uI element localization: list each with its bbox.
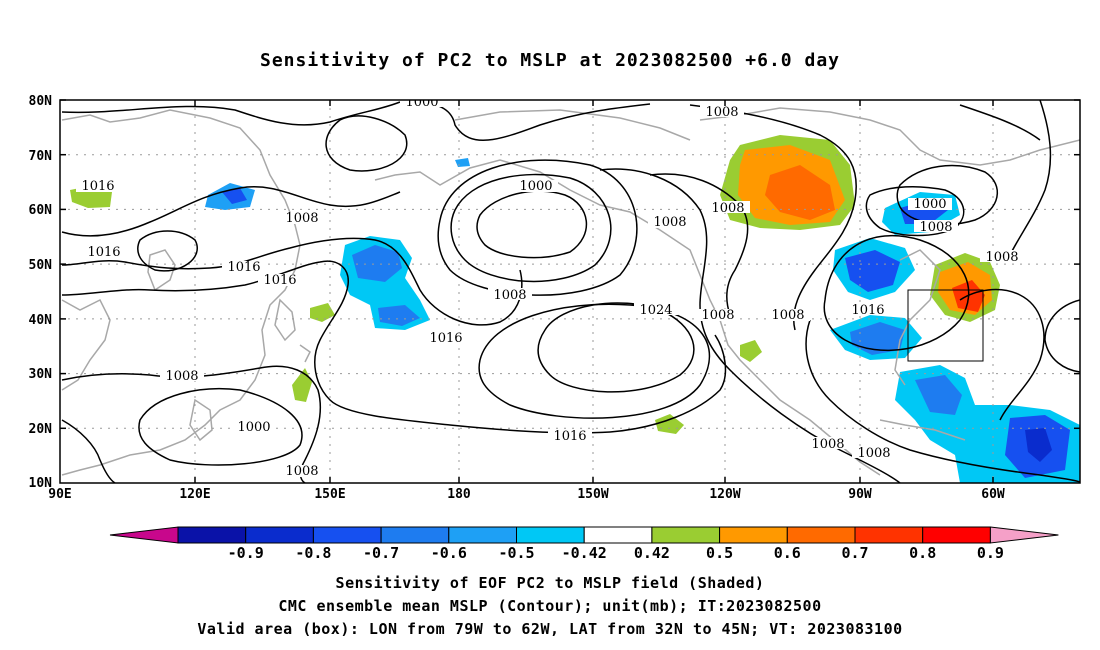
- colorbar-label: 0.42: [634, 544, 670, 562]
- contour-label: 1008: [165, 369, 198, 384]
- x-tick-label: 90W: [848, 487, 872, 502]
- shade-negative-asia-core: [222, 188, 247, 204]
- contour-label: 1016: [81, 179, 114, 194]
- colorbar-swatch: [245, 526, 314, 544]
- contour-label: 1016: [553, 429, 586, 444]
- y-tick-labels: 80N 70N 60N 50N 40N 30N 20N 10N: [29, 94, 53, 491]
- colorbar-label: -0.7: [363, 544, 399, 562]
- colorbar-label: -0.42: [562, 544, 607, 562]
- contour-label: 1008: [701, 308, 734, 323]
- caption-line-1: Sensitivity of EOF PC2 to MSLP field (Sh…: [335, 574, 765, 592]
- shade-negative-atlantic-deep: [1025, 428, 1052, 462]
- shade-positive-japan: [310, 303, 335, 322]
- contour-label: 1008: [919, 220, 952, 235]
- shade-negative-kuril-south: [378, 305, 420, 326]
- contour-label: 1000: [913, 197, 946, 212]
- contour-label: 1008: [653, 215, 686, 230]
- colorbar-swatch: [651, 526, 721, 544]
- axis-ticks: [60, 99, 1080, 483]
- contour-label: 1008: [711, 201, 744, 216]
- colorbar-label: -0.9: [228, 544, 264, 562]
- plot-area: 1000 1016 1008 1016 1016 1016 1000 1008 …: [60, 95, 1080, 483]
- shade-positive-pacific: [655, 414, 684, 434]
- contour-label: 1024: [639, 303, 672, 318]
- contour-label: 1008: [285, 464, 318, 479]
- mslp-contours: [61, 100, 1080, 483]
- colorbar-swatch: [177, 526, 247, 544]
- contour-labels: 1000 1016 1008 1016 1016 1016 1000 1008 …: [76, 95, 1024, 479]
- shade-negative-caribbean-core: [915, 375, 962, 415]
- coastlines: [61, 107, 1080, 476]
- contour-label: 1008: [493, 288, 526, 303]
- contour-label: 1008: [811, 437, 844, 452]
- caption-line-2: CMC ensemble mean MSLP (Contour); unit(m…: [278, 597, 822, 615]
- shade-negative-us-east-core: [850, 322, 905, 355]
- colorbar: -0.9 -0.8 -0.7 -0.6 -0.5 -0.42 0.42 0.5 0.6 0.7 0.…: [109, 526, 1059, 562]
- y-tick-label: 10N: [29, 476, 53, 491]
- x-tick-label: 120W: [709, 487, 740, 502]
- map-title: Sensitivity of PC2 to MSLP at 2023082500…: [259, 50, 840, 71]
- contour-label: 1008: [985, 250, 1018, 265]
- contour-label: 1016: [87, 245, 120, 260]
- colorbar-label: -0.6: [431, 544, 467, 562]
- colorbar-swatch: [583, 526, 653, 544]
- shade-negative-kuril-core: [352, 245, 402, 282]
- colorbar-label: 0.8: [909, 544, 936, 562]
- contour-label: 1008: [771, 308, 804, 323]
- y-tick-label: 70N: [29, 149, 53, 164]
- colorbar-swatch: [922, 526, 991, 544]
- colorbar-label: 0.9: [977, 544, 1004, 562]
- colorbar-swatch: [312, 526, 382, 544]
- y-tick-label: 60N: [29, 203, 53, 218]
- contour-label: 1016: [263, 273, 296, 288]
- colorbar-swatch: [719, 526, 788, 544]
- colorbar-label: 0.7: [841, 544, 868, 562]
- colorbar-label: 0.5: [706, 544, 733, 562]
- contour-label: 1008: [705, 105, 738, 120]
- contour-label: 1000: [405, 95, 438, 110]
- colorbar-label: -0.8: [295, 544, 331, 562]
- contour-label: 1016: [851, 303, 884, 318]
- x-tick-label: 180: [447, 487, 471, 502]
- shade-negative-bering: [455, 158, 470, 167]
- colorbar-label: -0.5: [498, 544, 534, 562]
- x-tick-labels: 90E 120E 150E 180 150W 120W 90W 60W: [48, 487, 1005, 502]
- valid-area-box: [907, 289, 984, 362]
- colorbar-right-arrow: [989, 526, 1059, 544]
- y-tick-label: 20N: [29, 422, 53, 437]
- contour-label: 1008: [285, 211, 318, 226]
- shade-positive-mexico: [740, 340, 762, 362]
- caption-line-3: Valid area (box): LON from 79W to 62W, L…: [197, 620, 903, 638]
- colorbar-swatch: [854, 526, 924, 544]
- colorbar-swatch: [448, 526, 517, 544]
- contour-label: 1000: [237, 420, 270, 435]
- colorbar-left-arrow: [109, 526, 179, 544]
- y-tick-label: 50N: [29, 258, 53, 273]
- shade-positive-alaska-inner: [765, 165, 835, 220]
- contour-label: 1008: [857, 446, 890, 461]
- contour-label: 1016: [227, 260, 260, 275]
- plot-frame: [59, 99, 1081, 484]
- x-tick-label: 150W: [577, 487, 608, 502]
- x-tick-label: 60W: [981, 487, 1005, 502]
- y-tick-label: 30N: [29, 367, 53, 382]
- contour-label: 1016: [429, 331, 462, 346]
- colorbar-label: 0.6: [774, 544, 801, 562]
- colorbar-swatch: [516, 526, 585, 544]
- x-tick-label: 150E: [314, 487, 345, 502]
- colorbar-swatch: [786, 526, 856, 544]
- x-tick-label: 120E: [179, 487, 210, 502]
- y-tick-label: 40N: [29, 313, 53, 328]
- x-tick-label: 90E: [48, 487, 71, 502]
- shade-negative-canada-core: [845, 250, 900, 292]
- y-tick-label: 80N: [29, 94, 53, 109]
- contour-label: 1000: [519, 179, 552, 194]
- colorbar-swatch: [380, 526, 450, 544]
